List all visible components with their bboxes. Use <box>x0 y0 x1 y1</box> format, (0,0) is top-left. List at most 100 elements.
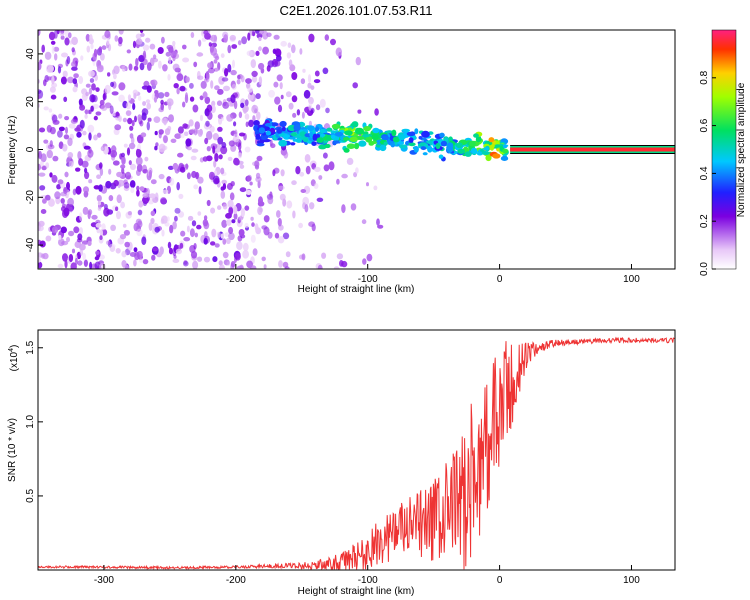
spectrogram-cell <box>51 75 55 85</box>
spectrogram-cell <box>251 222 255 227</box>
spectrogram-cell <box>249 181 253 186</box>
spectrogram-cell <box>308 120 312 127</box>
spectrogram-cell <box>464 151 472 157</box>
spectrogram-cell <box>475 136 482 143</box>
spectrogram-cell <box>353 142 360 150</box>
spectrogram-cell <box>116 210 121 220</box>
spectrogram-cell <box>109 105 114 114</box>
spectrogram-cell <box>217 136 224 145</box>
spectrogram-cell <box>298 222 303 229</box>
spectrogram-cell <box>129 180 136 189</box>
spectrogram-cell <box>238 111 243 119</box>
spectrogram-cell <box>182 123 188 129</box>
spectrogram-cell <box>169 177 175 186</box>
spectrogram-cell <box>197 176 204 184</box>
spectrogram-cell <box>213 34 218 43</box>
spectrogram-cell <box>139 186 145 192</box>
spectrogram-cell <box>355 56 361 66</box>
spectrogram-cell <box>49 140 53 148</box>
spectrogram-cell <box>70 118 78 124</box>
spectrogram-cell <box>207 62 213 69</box>
x-tick-label: 100 <box>623 274 640 285</box>
spectrogram-cell <box>114 124 122 131</box>
spectrogram-cell <box>142 44 150 51</box>
spectrogram-cell <box>220 233 225 239</box>
colorbar-tick-label: 0.2 <box>699 214 710 228</box>
spectrogram-cell <box>157 47 164 54</box>
spectrogram-cell <box>313 79 321 84</box>
spectrogram-cell <box>190 251 198 259</box>
spectrogram-cell <box>182 101 186 108</box>
spectrogram-cell <box>263 215 270 223</box>
spectrogram-cell <box>355 127 364 135</box>
x-tick-label: 0 <box>497 274 503 285</box>
spectrogram-cell <box>240 208 245 218</box>
spectrogram-cell <box>314 166 321 173</box>
spectrogram-cell <box>71 47 75 53</box>
spectrogram-cell <box>99 229 103 238</box>
spectrogram-cell <box>164 91 170 98</box>
spectrogram-cell <box>341 173 348 179</box>
spectrogram-cell <box>174 207 181 214</box>
spectrogram-cell <box>108 243 116 249</box>
spectrogram-cell <box>304 204 309 213</box>
spectrogram-cell <box>317 264 323 269</box>
spectrogram-cell <box>212 145 216 154</box>
spectrogram-cell <box>168 101 172 111</box>
spectrogram-cell <box>221 77 229 82</box>
spectrogram-cell <box>358 140 367 147</box>
spectrogram-cell <box>483 147 489 151</box>
spectrogram-cell <box>314 126 320 132</box>
spectrogram-cell <box>333 266 340 269</box>
spectrogram-cell <box>206 104 213 113</box>
spectrogram-cell <box>255 133 261 139</box>
spectrogram-cell <box>75 167 81 172</box>
spectrogram-cell <box>216 100 223 106</box>
spectrogram-cell <box>121 65 126 72</box>
spectrogram-cell <box>190 32 195 38</box>
spectrogram-cell <box>71 66 78 71</box>
spectrogram-cell <box>253 120 260 126</box>
spectrogram-cell <box>210 241 216 246</box>
spectrogram-cell <box>82 252 86 261</box>
spectrogram-cell <box>213 67 219 72</box>
spectrogram-cell <box>167 165 174 170</box>
spectrogram-cell <box>38 30 41 36</box>
spectrogram-cell <box>366 182 369 187</box>
spectrogram-cell <box>43 106 49 111</box>
spectrogram-cell <box>60 191 67 197</box>
spectrogram-cell <box>258 46 262 52</box>
spectrogram-cell <box>88 87 92 95</box>
spectrogram-cell <box>146 102 151 110</box>
spectrogram-cell <box>74 127 81 132</box>
spectrogram-cell <box>218 260 223 266</box>
spectrogram-cell <box>104 30 111 38</box>
spectrogram-cell <box>68 160 74 168</box>
spectrogram-xlabel: Height of straight line (km) <box>298 284 415 295</box>
spectrogram-cell <box>146 62 152 71</box>
spectrogram-cell <box>292 112 297 118</box>
spectrogram-cell <box>73 73 79 79</box>
spectrogram-cell <box>216 231 221 239</box>
spectrogram-cell <box>64 116 70 121</box>
spectrogram-cell <box>64 259 68 269</box>
spectrogram-cell <box>211 228 217 238</box>
spectrogram-cell <box>99 99 105 106</box>
spectrogram-cell <box>276 54 282 62</box>
snr-multiplier: (x104) <box>8 345 20 372</box>
spectrogram-cell <box>226 237 231 245</box>
spectrogram-cell <box>303 89 311 99</box>
spectrogram-cell <box>72 188 77 196</box>
spectrogram-cell <box>287 42 292 48</box>
spectrogram-cell <box>227 156 233 161</box>
spectrogram-cell <box>83 145 91 150</box>
spectrogram-cell <box>142 169 149 174</box>
spectrogram-cell <box>57 263 64 269</box>
spectrogram-cell <box>170 138 177 143</box>
spectrogram-cell <box>374 108 379 116</box>
spectrogram-cell <box>136 185 140 191</box>
spectrogram-cell <box>232 59 235 69</box>
spectrogram-cell <box>88 132 92 141</box>
spectrogram-cell <box>63 96 68 103</box>
